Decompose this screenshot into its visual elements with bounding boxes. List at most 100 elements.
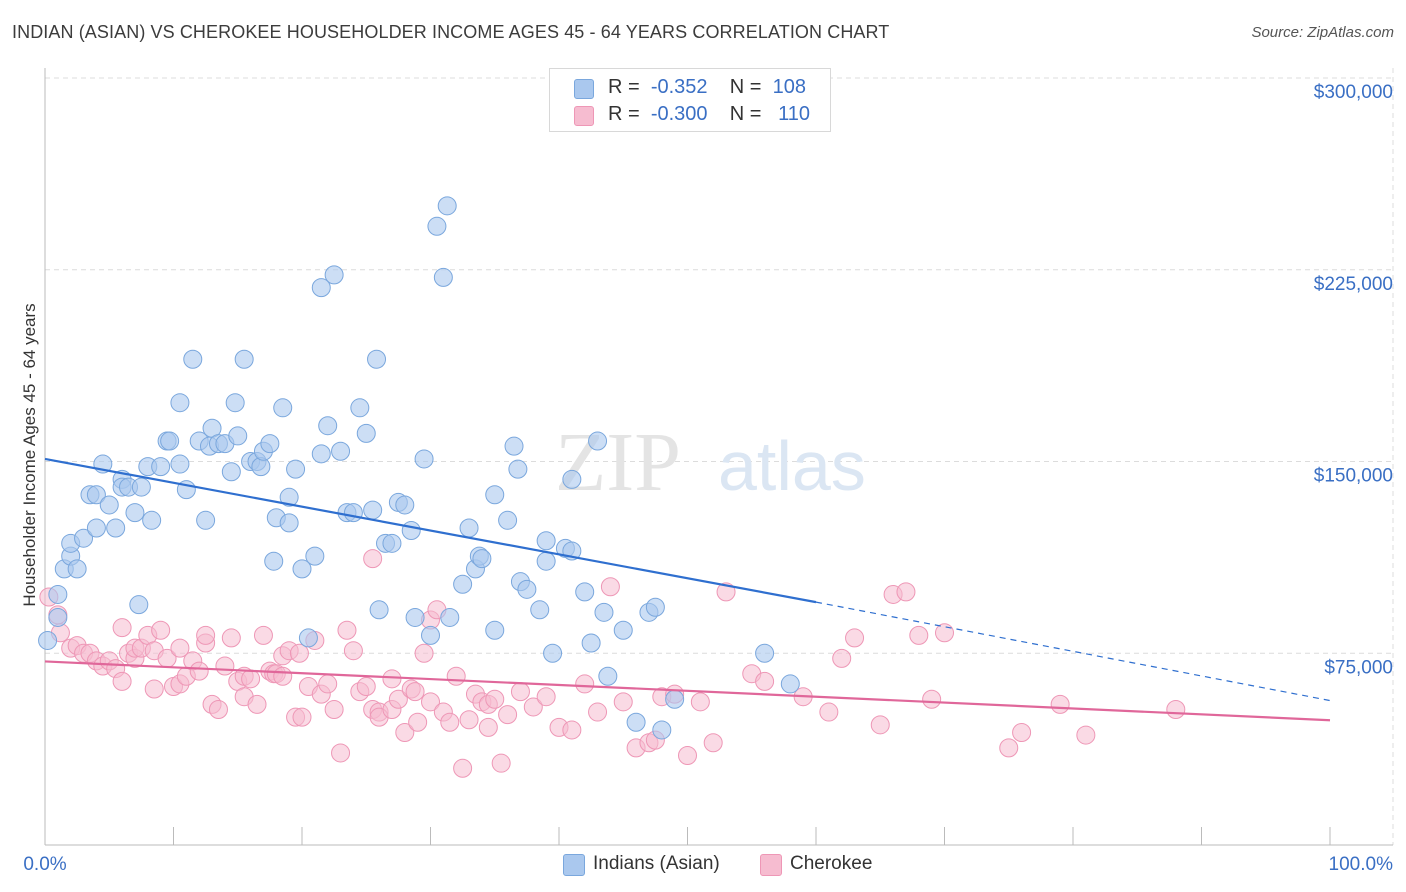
correlation-legend: R = -0.352 N = 108 R = -0.300 N = 110	[549, 68, 831, 132]
indians-asian-point	[453, 574, 473, 594]
cherokee-point	[755, 671, 775, 691]
indians-asian-point	[401, 521, 421, 541]
y-tick-labels: $75,000 $150,000 $225,000 $300,000	[1314, 82, 1393, 678]
cherokee-point	[819, 702, 839, 722]
indians-asian-point	[318, 416, 338, 436]
indians-asian-point	[517, 579, 537, 599]
legend-r-label: R =	[608, 103, 640, 125]
x-tick-label: 100.0%	[1329, 854, 1394, 875]
indians-asian-point	[485, 485, 505, 505]
cherokee-point	[922, 689, 942, 709]
indians-asian-point	[292, 559, 312, 579]
cherokee-point	[247, 694, 267, 714]
indians-asian-point	[234, 349, 254, 369]
cherokee-point	[421, 692, 440, 712]
cherokee-point	[999, 738, 1019, 758]
cherokee-point	[491, 753, 511, 773]
bottom-legend-swatch-pink	[760, 854, 782, 876]
cherokee-point	[523, 697, 543, 717]
cherokee-point	[382, 669, 402, 689]
cherokee-point	[935, 623, 954, 643]
cherokee-point	[562, 720, 582, 740]
indians-asian-point	[160, 431, 180, 451]
cherokee-point	[485, 689, 505, 709]
cherokee-point	[292, 707, 312, 727]
cherokee-point	[337, 620, 357, 640]
y-tick-label: $75,000	[1324, 657, 1393, 678]
indians-asian-point	[151, 457, 171, 477]
indians-asian-point	[305, 546, 325, 566]
y-tick-label: $150,000	[1314, 466, 1393, 487]
indians-asian-point	[106, 518, 126, 538]
indians-asian-point	[221, 462, 241, 482]
cherokee-point	[446, 666, 466, 686]
indians-asian-point	[543, 643, 563, 663]
watermark-atlas: atlas	[718, 427, 866, 505]
cherokee-point	[414, 643, 434, 663]
legend-r-value: -0.300	[650, 103, 708, 125]
indians-asian-point	[575, 582, 595, 602]
legend-n-label: N =	[729, 76, 762, 98]
cherokee-point	[343, 641, 363, 661]
legend-swatch-pink	[574, 106, 594, 126]
indians-asian-point	[196, 510, 216, 530]
bottom-legend-label: Cherokee	[790, 853, 873, 874]
indians-asian-point	[131, 477, 151, 497]
trend-lines	[44, 457, 1331, 722]
indians-asian-point	[427, 216, 447, 236]
cherokee-point	[112, 618, 132, 638]
cherokee-point	[1012, 723, 1032, 743]
cherokee-point	[363, 549, 383, 569]
legend-n-label: N =	[729, 103, 762, 125]
indians-asian-trend-extension	[815, 601, 1331, 702]
cherokee-point	[289, 643, 309, 663]
indians-asian-point	[279, 513, 299, 533]
cherokee-point	[112, 671, 132, 691]
watermark-zip: ZIP	[555, 416, 681, 509]
indians-asian-point	[74, 528, 94, 548]
cherokee-point	[600, 577, 620, 597]
cherokee-point	[459, 710, 479, 730]
cherokee-point	[575, 674, 595, 694]
cherokee-point	[388, 689, 408, 709]
indians-asian-point	[298, 628, 318, 648]
indians-asian-point	[125, 503, 145, 523]
indians-asian-point	[279, 487, 299, 507]
indians-asian-point	[86, 485, 106, 505]
cherokee-point	[253, 625, 273, 645]
cherokee-point	[703, 733, 723, 753]
cherokee-point	[331, 743, 351, 763]
cherokee-point	[241, 669, 261, 689]
cherokee-point	[215, 656, 235, 676]
cherokee-point	[1076, 725, 1096, 745]
y-tick-label: $225,000	[1314, 274, 1393, 295]
indians-asian-point	[472, 549, 492, 569]
cherokee-point	[1050, 694, 1070, 714]
indians-asian-point	[286, 459, 306, 479]
cherokee-point	[189, 661, 209, 681]
indians-asian-point	[170, 454, 190, 474]
indians-asian-point	[652, 720, 672, 740]
indians-asian-point	[38, 630, 58, 650]
indians-asian-point	[343, 503, 363, 523]
cherokee-point	[405, 682, 425, 702]
cherokee-point	[151, 620, 171, 640]
cherokee-point	[536, 687, 556, 707]
x-tick-label: 0.0%	[23, 854, 66, 875]
indians-asian-point	[536, 531, 556, 551]
cherokee-point	[356, 676, 376, 696]
cherokee-point	[208, 699, 228, 719]
cherokee-points	[39, 549, 1186, 778]
indians-asian-point	[536, 551, 556, 571]
bottom-legend-label: Indians (Asian)	[593, 853, 720, 874]
indians-asian-point	[459, 518, 479, 538]
indians-asian-point	[562, 469, 582, 489]
cherokee-point	[588, 702, 608, 722]
indians-asian-point	[613, 620, 633, 640]
indians-asian-point	[755, 643, 775, 663]
cherokee-point	[395, 723, 415, 743]
axes	[44, 68, 1393, 846]
y-tick-label: $300,000	[1314, 82, 1393, 103]
indians-asian-point	[331, 441, 351, 461]
indians-asian-point	[48, 607, 68, 627]
